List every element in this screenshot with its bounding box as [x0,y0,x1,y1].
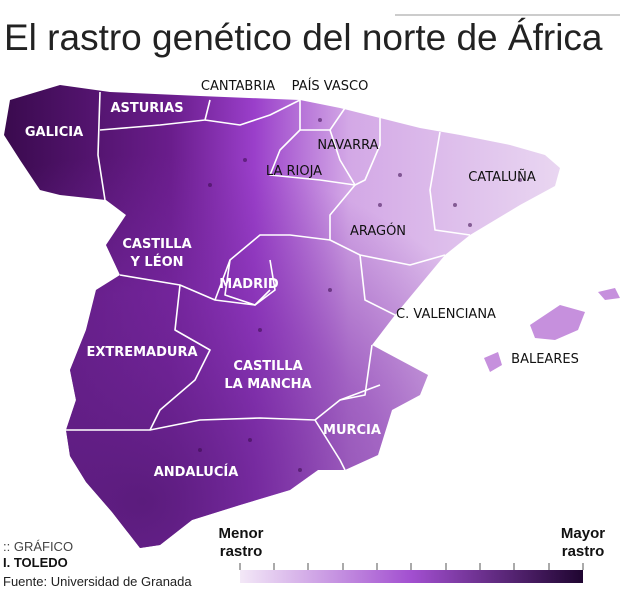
region-borders [66,91,471,471]
credits: :: GRÁFICO I. TOLEDO Fuente: Universidad… [3,539,192,589]
region-label: MURCIA [323,423,381,438]
region-labels: GALICIA ASTURIAS CANTABRIA PAÍS VASCO NA… [25,78,579,480]
legend-bar [240,570,583,583]
island-mallorca [530,305,585,340]
legend-low: rastro [220,543,263,560]
legend: Menor rastro Mayor rastro [219,525,605,583]
legend-high: rastro [562,543,605,560]
region-label: MADRID [219,277,279,292]
region-label: PAÍS VASCO [292,78,369,94]
region-label: BALEARES [511,352,579,367]
region-label: NAVARRA [317,138,378,153]
region-label: ANDALUCÍA [154,464,239,480]
legend-low: Menor [219,525,264,542]
region-label: Y LÉON [129,254,183,270]
region-label: ARAGÓN [350,223,406,239]
region-label: LA RIOJA [266,164,322,179]
legend-high: Mayor [561,525,605,542]
credit-author: I. TOLEDO [3,555,68,570]
mainland-shade [4,85,560,548]
region-label: GALICIA [25,125,83,140]
region-label: LA MANCHA [224,377,311,392]
credit-section: :: GRÁFICO [3,539,73,554]
island-ibiza [484,352,502,372]
credit-source: Fuente: Universidad de Granada [3,574,192,589]
region-label: ASTURIAS [110,101,183,116]
region-label: EXTREMADURA [86,345,197,360]
spain-map [4,85,620,548]
region-label: CASTILLA [233,359,302,374]
title: El rastro genético del norte de África [4,17,603,58]
region-label: CASTILLA [122,237,191,252]
region-label: C. VALENCIANA [396,307,496,322]
island-menorca [598,288,620,300]
legend-ticks [239,563,584,570]
sample-dots [198,118,522,472]
region-label: CATALUÑA [468,169,536,185]
region-label: CANTABRIA [201,79,275,94]
